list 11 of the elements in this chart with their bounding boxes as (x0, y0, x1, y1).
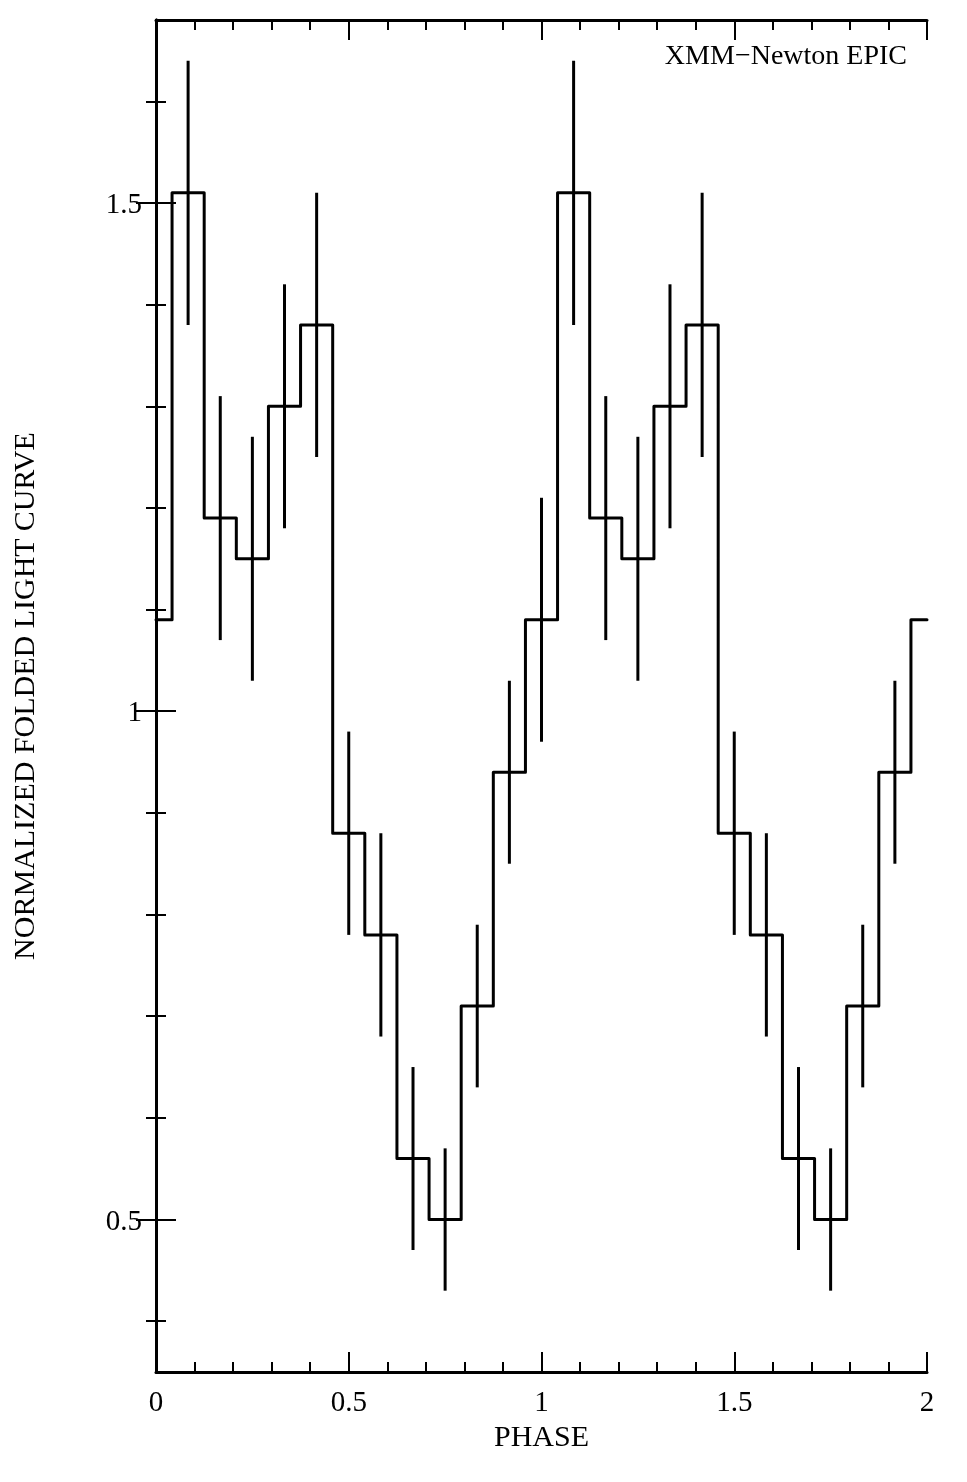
y-tick-label: 1 (127, 695, 142, 728)
annotation: XMM−Newton EPIC (664, 38, 908, 70)
y-axis-title: NORMALIZED FOLDED LIGHT CURVE (6, 432, 40, 960)
x-tick-label: 2 (919, 1384, 935, 1417)
x-axis-title: PHASE (493, 1418, 590, 1452)
x-tick-label: 0 (148, 1384, 164, 1417)
y-tick-label: 0.5 (105, 1203, 142, 1236)
y-tick-label: 1.5 (105, 186, 142, 219)
x-tick-label: 0.5 (330, 1384, 367, 1417)
x-tick-label: 1.5 (716, 1384, 753, 1417)
x-tick-label: 1 (534, 1384, 549, 1417)
